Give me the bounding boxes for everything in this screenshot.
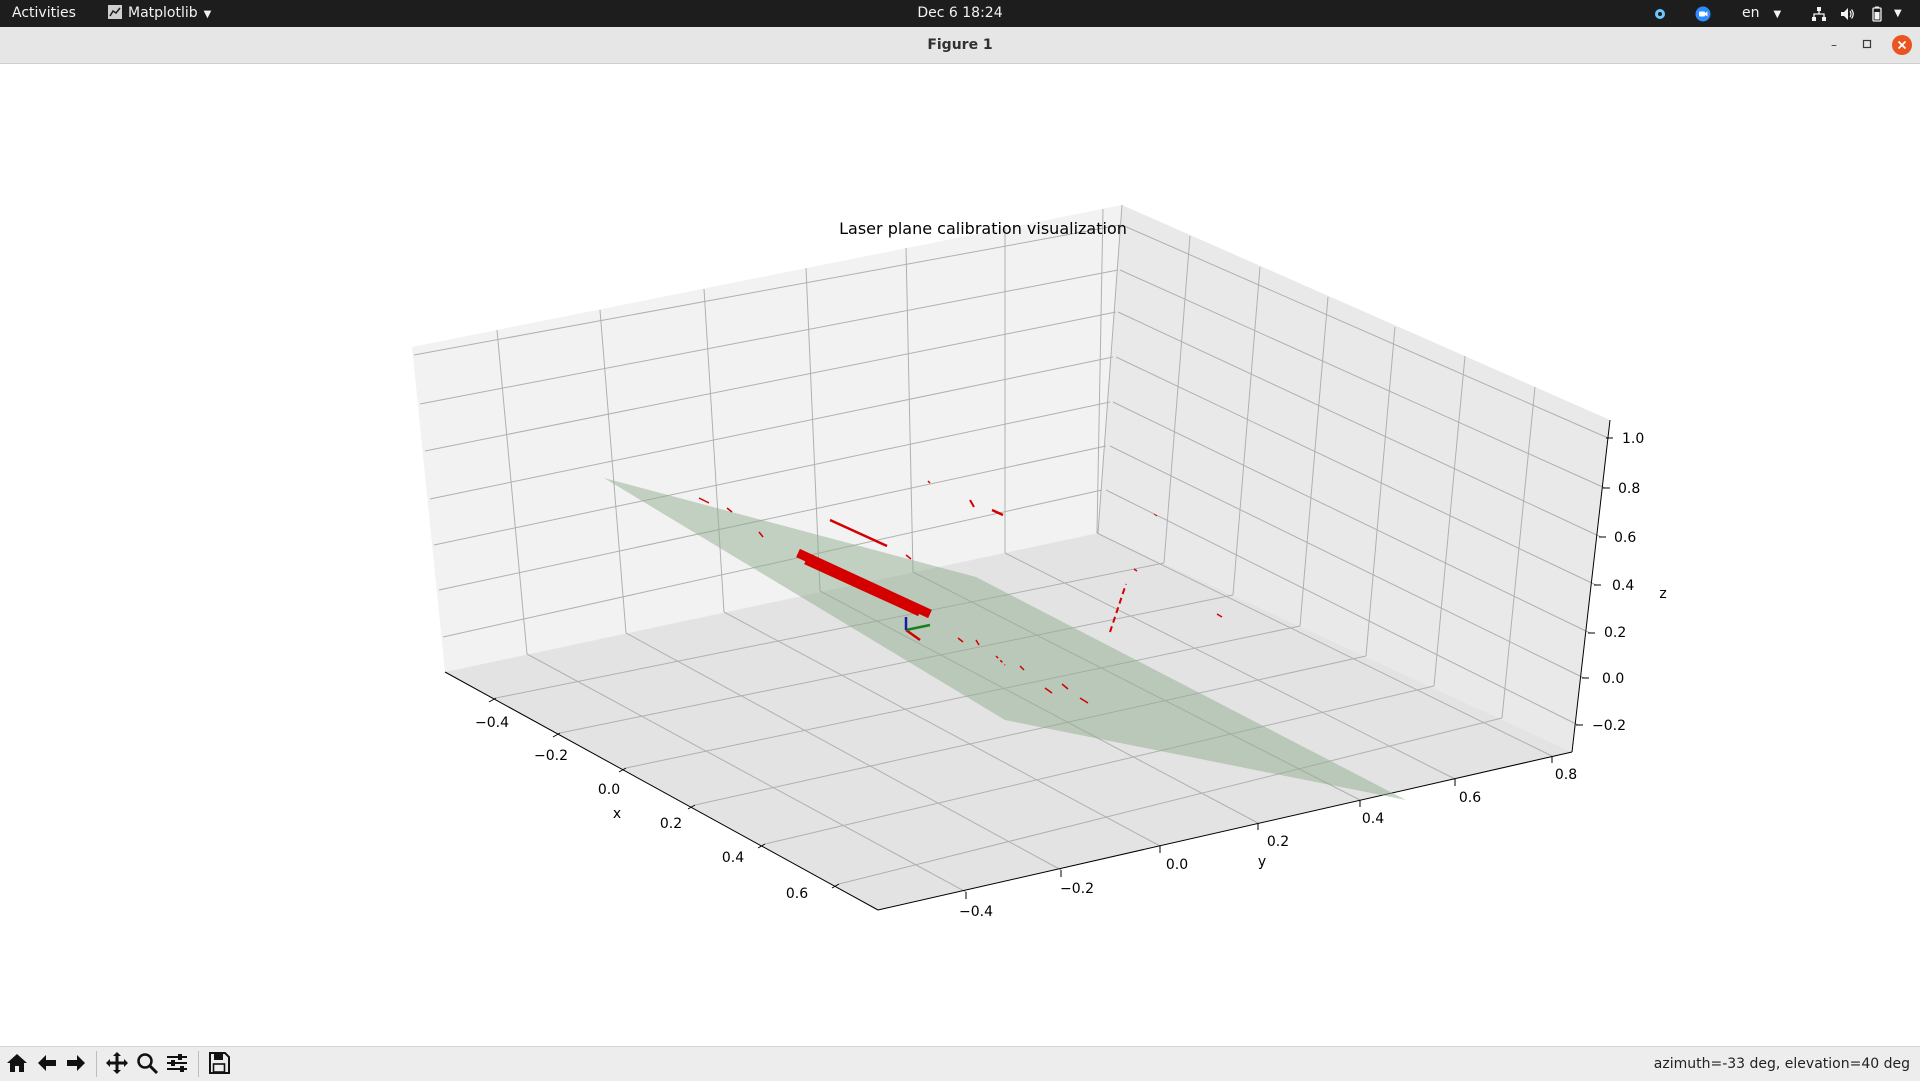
activities-button[interactable]: Activities [12,5,76,21]
language-label: en [1742,5,1760,21]
y-tick-label: −0.4 [959,904,993,920]
clock[interactable]: Dec 6 18:24 [917,5,1003,21]
matplotlib-app-icon [108,5,122,19]
zoom-magnifier-icon[interactable] [134,1050,160,1076]
y-tick-label: 0.0 [1166,857,1188,873]
x-tick-label: −0.2 [534,748,568,764]
y-axis-label: y [1258,854,1266,870]
figure-canvas[interactable]: Laser plane calibration visualization x … [0,64,1920,1046]
tick-marks [488,437,1613,899]
camera-frame-axes [904,617,931,642]
grid-back-left [413,208,1121,655]
close-icon [1897,40,1907,50]
y-tick-label: 0.2 [1267,834,1289,850]
weather-icon[interactable] [1652,6,1668,22]
configure-subplots-icon[interactable] [164,1050,190,1076]
back-left-pane [412,205,1122,672]
z-tick-label: 0.8 [1618,481,1640,497]
x-axis-label: x [613,806,621,822]
network-icon[interactable] [1811,6,1827,22]
z-tick-label: 0.2 [1604,625,1626,641]
z-tick-label: 0.4 [1612,578,1634,594]
maximize-button[interactable] [1858,36,1876,54]
z-tick-label: 0.6 [1614,530,1636,546]
clock-area: Dec 6 18:24 [0,0,1920,27]
volume-icon[interactable] [1839,6,1855,22]
grid-floor [495,532,1553,893]
y-tick-label: 0.6 [1459,790,1481,806]
language-indicator[interactable]: en ▼ [1742,0,1781,27]
chevron-down-icon: ▼ [1773,9,1782,20]
minimize-button[interactable]: – [1831,38,1837,52]
x-tick-label: −0.4 [475,715,509,731]
y-tick-label: −0.2 [1060,881,1094,897]
plot-title: Laser plane calibration visualization [839,219,1127,238]
grid-back-right [1097,204,1609,726]
z-axis-label: z [1659,586,1666,602]
app-menu-label: Matplotlib [128,5,198,21]
axis-lines [444,419,1611,911]
x-tick-label: 0.4 [722,850,744,866]
navigation-toolbar: azimuth=-33 deg, elevation=40 deg [0,1046,1920,1081]
window-title-bar[interactable]: Figure 1 – [0,27,1920,64]
zoom-icon[interactable] [1695,6,1711,22]
z-tick-label: 0.0 [1602,671,1624,687]
app-menu[interactable]: Matplotlib ▼ [108,0,211,27]
toolbar-separator [96,1051,97,1077]
maximize-icon [1862,39,1872,49]
save-floppy-icon[interactable] [206,1050,232,1076]
chevron-down-icon[interactable]: ▼ [1894,8,1902,19]
x-tick-label: 0.6 [786,886,808,902]
z-tick-label: 1.0 [1622,431,1644,447]
close-button[interactable] [1892,35,1912,55]
3d-plot[interactable]: Laser plane calibration visualization x … [0,64,1920,1046]
chevron-down-icon: ▼ [203,9,212,20]
y-tick-label: 0.4 [1362,811,1384,827]
back-right-pane [1098,205,1610,752]
view-angle-status: azimuth=-33 deg, elevation=40 deg [1653,1056,1910,1072]
forward-arrow-icon[interactable] [63,1050,89,1076]
window-title: Figure 1 [927,37,993,53]
y-tick-label: 0.8 [1555,767,1577,783]
battery-icon[interactable] [1869,6,1885,22]
back-arrow-icon[interactable] [34,1050,60,1076]
x-tick-label: 0.0 [598,782,620,798]
pan-move-icon[interactable] [104,1050,130,1076]
system-top-bar: Activities Matplotlib ▼ Dec 6 18:24 en ▼ ▼ [0,0,1920,27]
home-icon[interactable] [4,1050,30,1076]
z-tick-label: −0.2 [1592,718,1626,734]
toolbar-separator [198,1051,199,1077]
x-tick-label: 0.2 [660,816,682,832]
laser-points [698,480,1223,704]
